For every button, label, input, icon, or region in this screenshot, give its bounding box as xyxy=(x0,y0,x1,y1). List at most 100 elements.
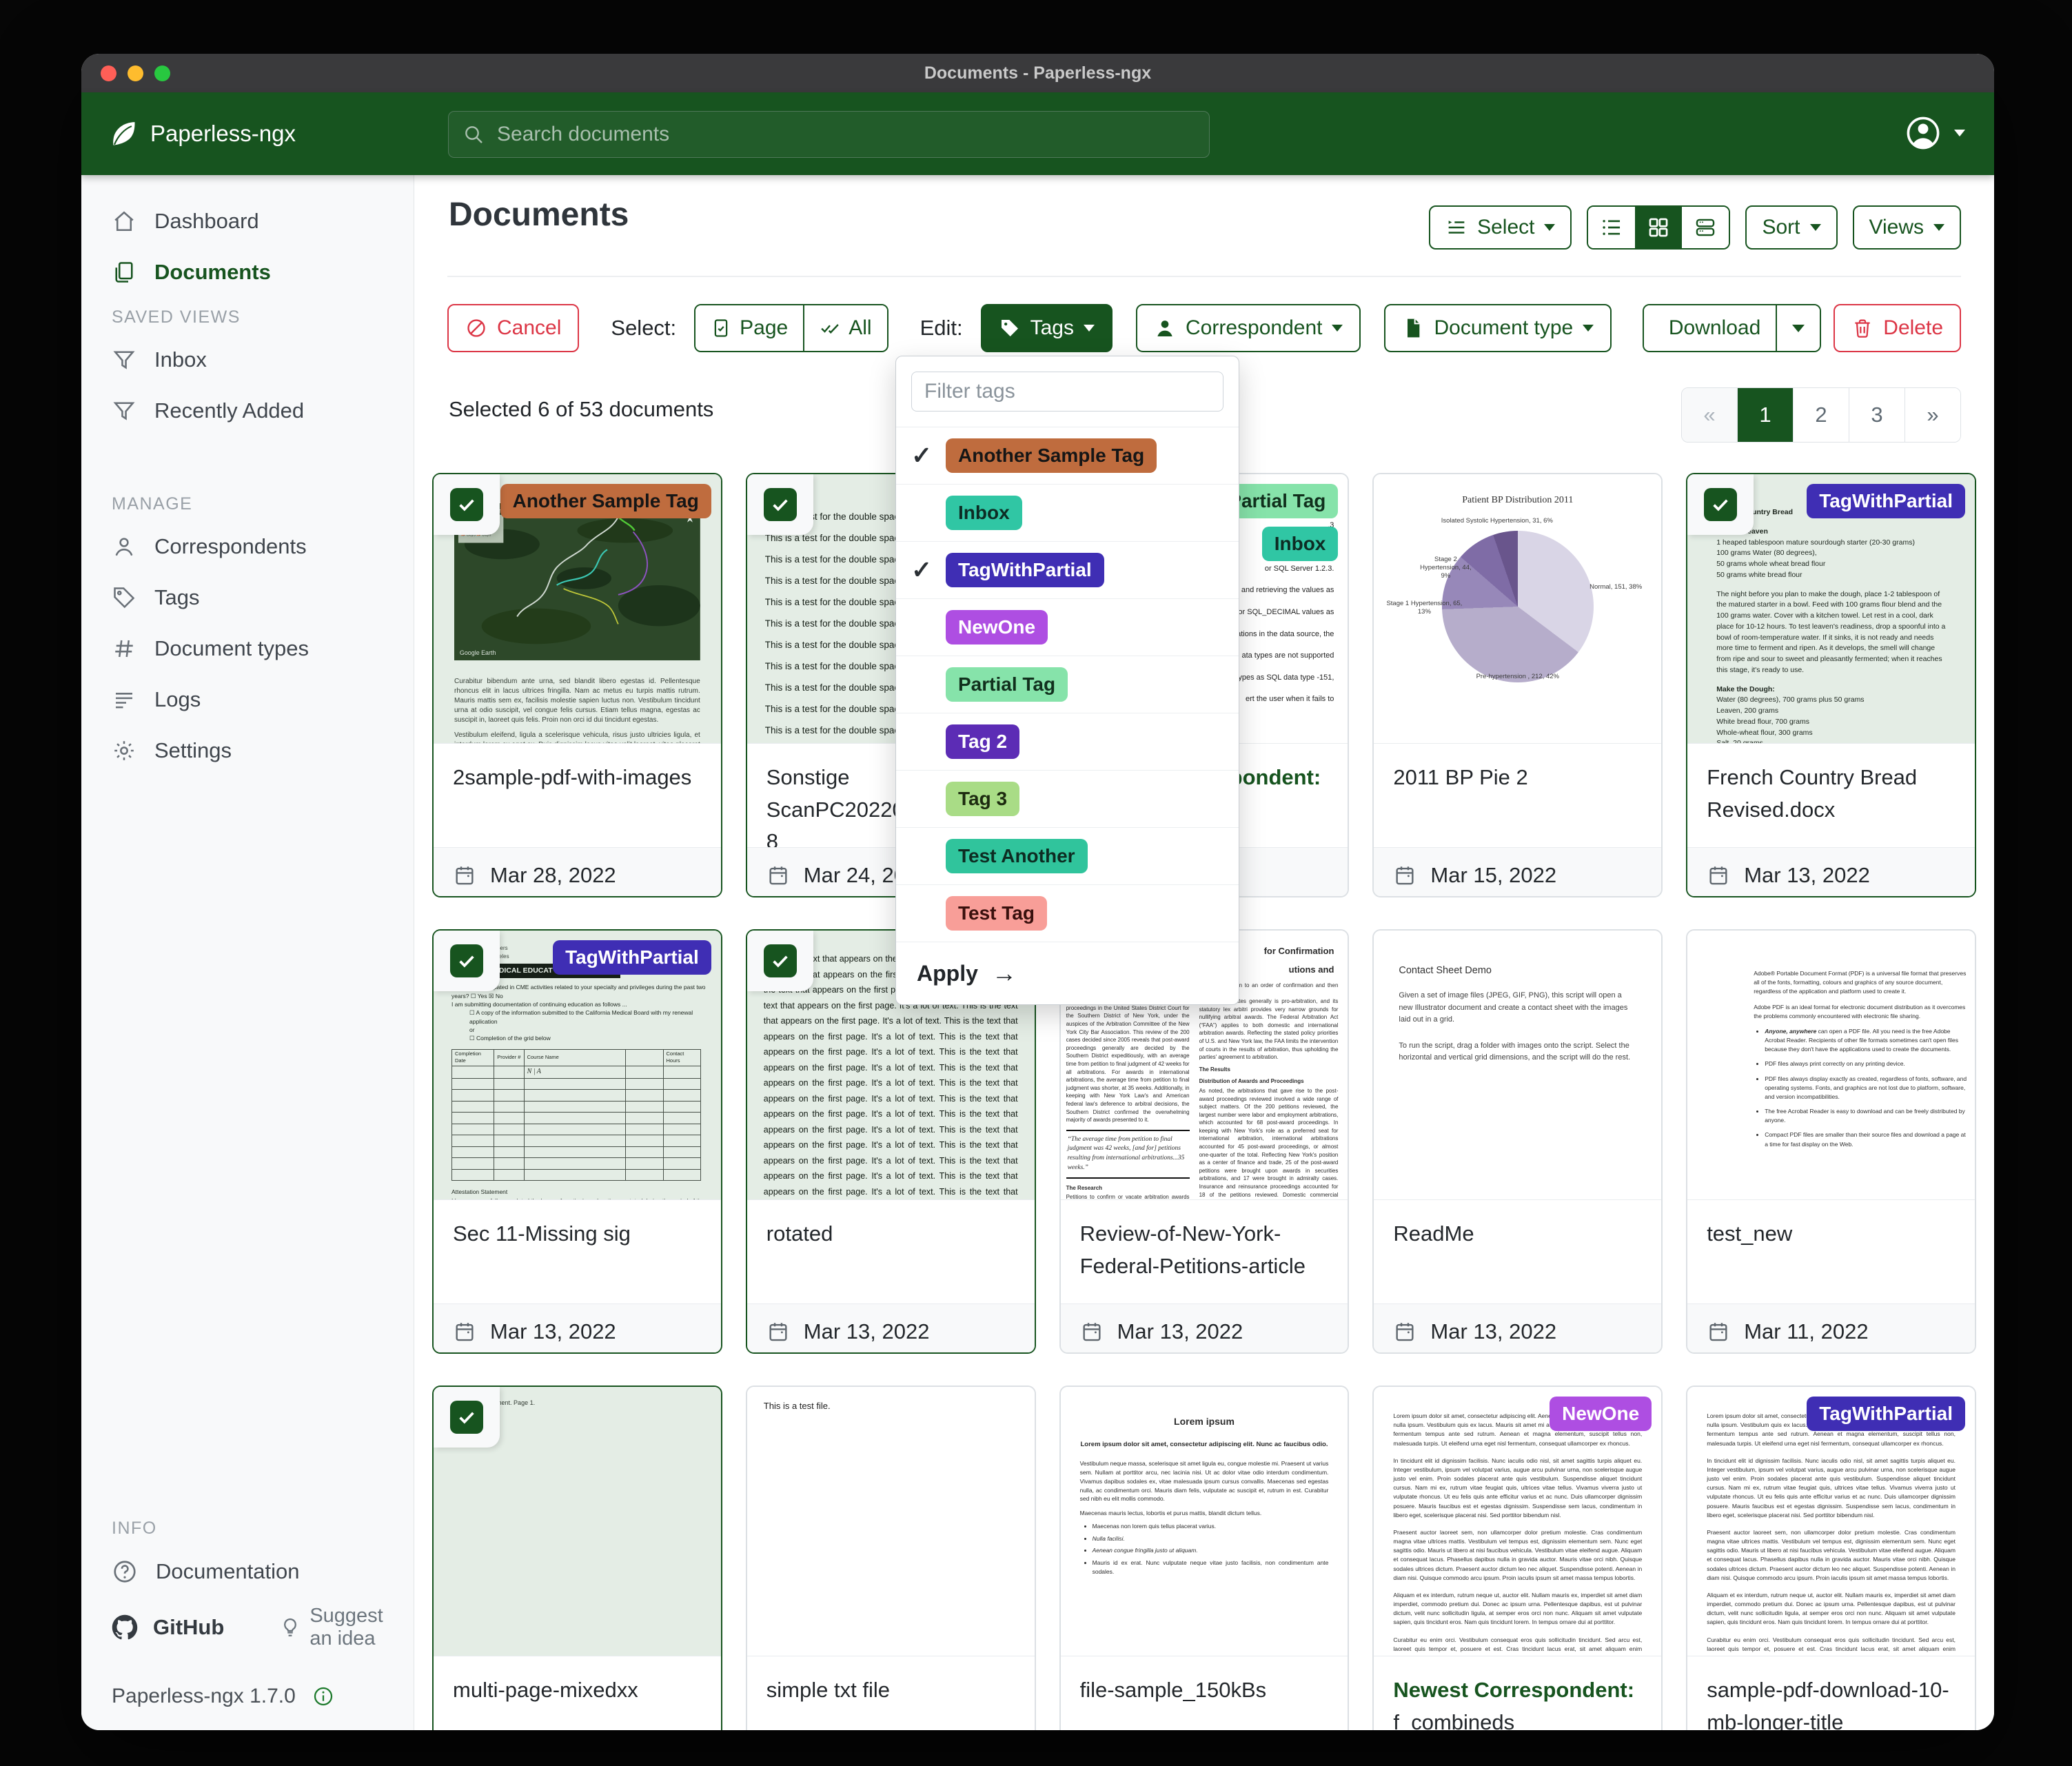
select-all-button[interactable]: All xyxy=(803,305,887,351)
document-card[interactable]: This is a test file. simple txt file xyxy=(745,1386,1036,1730)
document-card[interactable]: This is a test for the double spacing op… xyxy=(745,473,1036,897)
document-title[interactable]: multi-page-mixedxx xyxy=(453,1678,638,1702)
document-thumbnail-area[interactable]: Patient BP Distribution 2011 Normal, 151,… xyxy=(1374,474,1662,744)
document-title[interactable]: Newest Correspondent: f_combineds xyxy=(1393,1678,1635,1730)
cancel-button[interactable]: Cancel xyxy=(447,304,580,352)
sidebar-item-tags[interactable]: Tags xyxy=(81,572,414,623)
document-thumbnail-area[interactable]: Lorem ipsum Lorem ipsum dolor sit amet, c… xyxy=(1060,1387,1348,1656)
document-thumbnail-area[interactable]: This is a test file. xyxy=(746,1387,1035,1656)
tags-filter-input[interactable] xyxy=(911,372,1223,412)
tag-badge[interactable]: Another Sample Tag xyxy=(500,484,711,518)
document-card[interactable]: Patient BP Distribution 2011 Normal, 151,… xyxy=(1372,473,1663,897)
pagination-page-1[interactable]: 1 xyxy=(1737,388,1793,442)
edit-correspondent-button[interactable]: Correspondent xyxy=(1136,304,1361,352)
search-input[interactable] xyxy=(448,111,1210,158)
document-card[interactable]: Adobe® Portable Document Format (PDF) is… xyxy=(1686,929,1976,1354)
document-card[interactable]: Lorem ipsum dolor sit amet, consectetur … xyxy=(1372,1386,1663,1730)
document-thumbnail-area[interactable]: Medical Staff Membersn Hospital. Los Ang… xyxy=(434,931,721,1200)
sidebar-item-recently-added[interactable]: Recently Added xyxy=(81,385,414,436)
select-page-button[interactable]: Page xyxy=(695,305,804,351)
pagination-prev[interactable]: « xyxy=(1682,388,1737,442)
search-field[interactable] xyxy=(496,122,1195,147)
tag-option-newone[interactable]: NewOne xyxy=(896,599,1239,656)
tag-option-tag-3[interactable]: Tag 3 xyxy=(896,771,1239,828)
tag-badge[interactable]: NewOne xyxy=(1550,1397,1652,1431)
sidebar-item-settings[interactable]: Settings xyxy=(81,725,414,776)
document-title[interactable]: simple txt file xyxy=(766,1678,890,1702)
download-options-button[interactable] xyxy=(1776,305,1820,351)
sidebar-item-github[interactable]: GitHub xyxy=(112,1614,224,1641)
document-thumbnail-area[interactable]: Lorem ipsum dolor sit amet, consectetur … xyxy=(1687,1387,1975,1656)
tag-option-tag-2[interactable]: Tag 2 xyxy=(896,713,1239,771)
tag-option-test-tag[interactable]: Test Tag xyxy=(896,885,1239,942)
document-title[interactable]: Sec 11-Missing sig xyxy=(453,1221,631,1246)
document-card[interactable]: Contact Sheet Demo Given a set of image f… xyxy=(1372,929,1663,1354)
document-title[interactable]: rotated xyxy=(766,1221,833,1246)
document-card[interactable]: Lorem ipsum Lorem ipsum dolor sit amet, c… xyxy=(1059,1386,1350,1730)
document-thumbnail-area[interactable]: Boundary Waters TripLegend⛵ Day1 ⛵ Day2⛵… xyxy=(434,474,721,744)
tag-option-tagwithpartial[interactable]: ✓ TagWithPartial xyxy=(896,542,1239,599)
info-circle-icon[interactable] xyxy=(312,1685,334,1707)
tag-option-test-another[interactable]: Test Another xyxy=(896,828,1239,885)
document-title[interactable]: French Country Bread Revised.docx xyxy=(1707,765,1918,822)
document-title[interactable]: Review-of-New-York-Federal-Petitions-art… xyxy=(1079,1221,1306,1278)
selected-checkbox[interactable] xyxy=(450,944,483,977)
document-thumbnail-area[interactable]: a multi page document. Page 1. xyxy=(434,1387,721,1656)
pagination-page-2[interactable]: 2 xyxy=(1793,388,1849,442)
document-title[interactable]: sample-pdf-download-10-mb-longer-title xyxy=(1707,1678,1949,1730)
zoom-window-button[interactable] xyxy=(154,65,170,81)
sidebar-item-logs[interactable]: Logs xyxy=(81,674,414,725)
sort-button[interactable]: Sort xyxy=(1745,205,1838,250)
sidebar-item-inbox[interactable]: Inbox xyxy=(81,334,414,385)
sidebar-item-documentation[interactable]: Documentation xyxy=(81,1545,414,1598)
minimize-window-button[interactable] xyxy=(128,65,143,81)
pagination-next[interactable]: » xyxy=(1905,388,1960,442)
user-menu[interactable] xyxy=(1905,114,1965,152)
tag-badge[interactable]: TagWithPartial xyxy=(1807,484,1965,518)
sidebar-item-suggest-idea[interactable]: Suggest an idea xyxy=(279,1605,383,1650)
list-view-button[interactable] xyxy=(1588,207,1636,248)
selected-checkbox[interactable] xyxy=(1704,488,1738,521)
sidebar-item-document-types[interactable]: Document types xyxy=(81,623,414,674)
sidebar-item-dashboard[interactable]: Dashboard xyxy=(81,196,414,247)
document-card[interactable]: Medical Staff Membersn Hospital. Los Ang… xyxy=(432,929,722,1354)
tag-option-partial-tag[interactable]: Partial Tag xyxy=(896,656,1239,713)
pagination-page-3[interactable]: 3 xyxy=(1849,388,1905,442)
close-window-button[interactable] xyxy=(101,65,116,81)
document-card[interactable]: This is the text that appears on the fir… xyxy=(745,929,1036,1354)
document-card[interactable]: Boundary Waters TripLegend⛵ Day1 ⛵ Day2⛵… xyxy=(432,473,722,897)
document-title[interactable]: ReadMe xyxy=(1393,1221,1474,1246)
apply-tags-button[interactable]: Apply → xyxy=(896,942,1239,1004)
selected-checkbox[interactable] xyxy=(763,488,797,521)
selected-checkbox[interactable] xyxy=(450,488,483,521)
delete-button[interactable]: Delete xyxy=(1834,304,1961,352)
edit-document-type-button[interactable]: Document type xyxy=(1384,304,1612,352)
grid-view-button[interactable] xyxy=(1635,207,1683,248)
selected-checkbox[interactable] xyxy=(450,1401,483,1434)
sidebar-item-correspondents[interactable]: Correspondents xyxy=(81,521,414,572)
detail-view-button[interactable] xyxy=(1682,207,1729,248)
document-card[interactable]: Lorem ipsum dolor sit amet, consectetur … xyxy=(1686,1386,1976,1730)
document-thumbnail-area[interactable]: Lorem ipsum dolor sit amet, consectetur … xyxy=(1374,1387,1662,1656)
select-mode-button[interactable]: Select xyxy=(1429,205,1572,250)
selected-checkbox[interactable] xyxy=(763,944,797,977)
views-button[interactable]: Views xyxy=(1852,205,1961,250)
tag-badge[interactable]: TagWithPartial xyxy=(553,940,711,975)
document-title[interactable]: 2011 BP Pie 2 xyxy=(1393,765,1528,789)
tag-option-another-sample-tag[interactable]: ✓ Another Sample Tag xyxy=(896,427,1239,485)
download-button[interactable]: Download xyxy=(1643,305,1776,351)
edit-tags-button[interactable]: Tags xyxy=(980,304,1113,352)
tag-option-inbox[interactable]: Inbox xyxy=(896,485,1239,542)
document-title[interactable]: 2sample-pdf-with-images xyxy=(453,765,692,789)
document-title[interactable]: test_new xyxy=(1707,1221,1793,1246)
sidebar-item-documents[interactable]: Documents xyxy=(81,247,414,298)
tag-badge[interactable]: TagWithPartial xyxy=(1807,1397,1965,1431)
app-brand[interactable]: Paperless-ngx xyxy=(108,118,296,150)
document-title[interactable]: file-sample_150kBs xyxy=(1079,1678,1267,1702)
tag-badge[interactable]: Inbox xyxy=(1261,527,1339,561)
document-thumbnail-area[interactable]: Adobe® Portable Document Format (PDF) is… xyxy=(1687,931,1975,1200)
document-card[interactable]: a multi page document. Page 1. multi-page… xyxy=(432,1386,722,1730)
document-thumbnail-area[interactable]: Contact Sheet Demo Given a set of image f… xyxy=(1374,931,1662,1200)
